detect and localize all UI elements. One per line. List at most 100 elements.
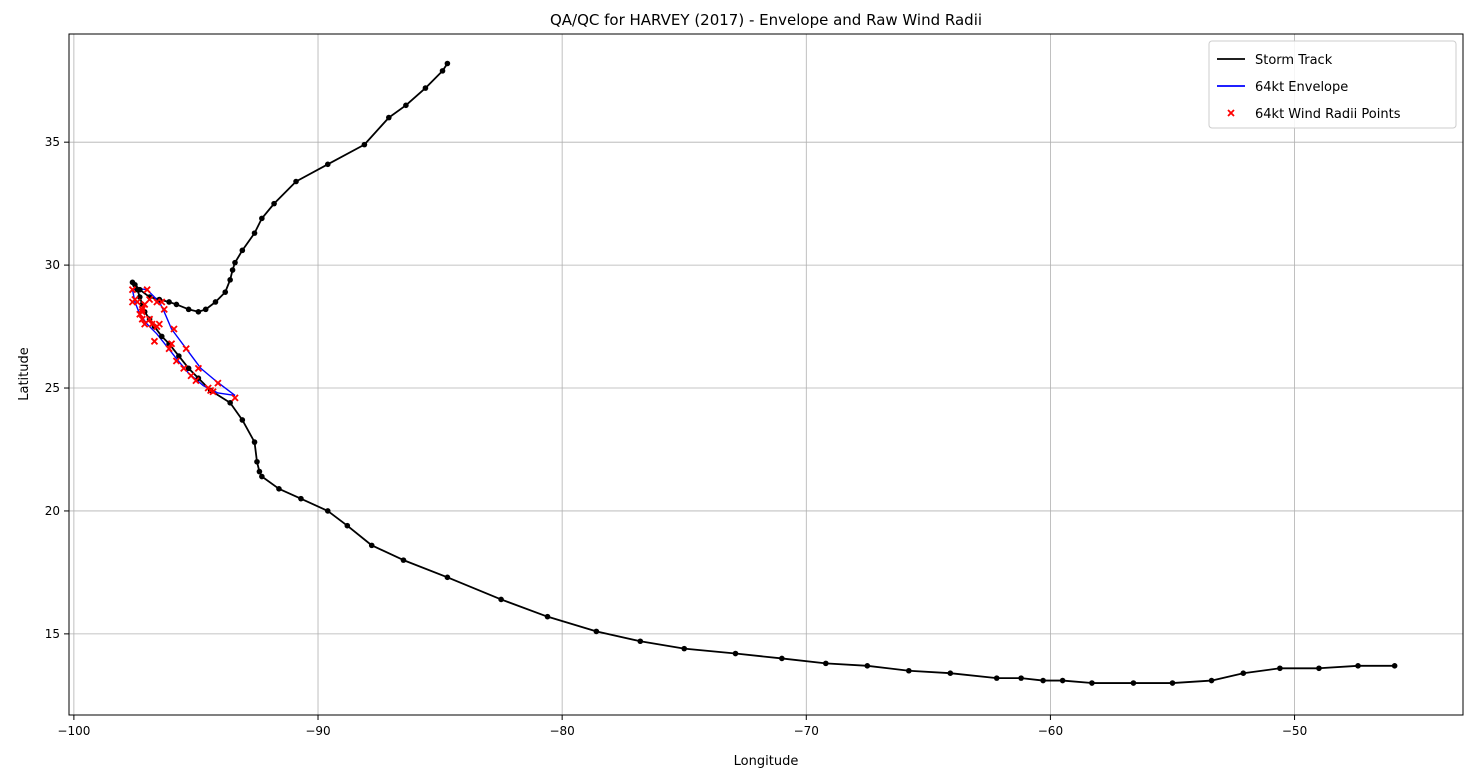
legend-label: Storm Track	[1255, 53, 1333, 68]
legend: Storm Track 64kt Envelope 64kt Wind Radii …	[1208, 40, 1457, 129]
storm-track-point	[368, 542, 375, 549]
storm-track-point	[222, 289, 229, 295]
storm-track-point	[444, 60, 451, 67]
storm-track-point	[864, 663, 871, 669]
wind-radii-point	[141, 320, 149, 328]
storm-track-point	[403, 102, 409, 109]
plot-series	[128, 60, 1398, 686]
storm-track-point	[681, 645, 688, 652]
y-tick-label: 25	[45, 381, 60, 395]
storm-track-point	[293, 178, 299, 185]
storm-track-point	[823, 660, 829, 667]
storm-track-point	[227, 277, 233, 283]
wind-radii-point	[150, 337, 159, 345]
y-tick-label: 15	[45, 627, 60, 641]
storm-track-point	[129, 279, 136, 286]
wind-radii-point	[153, 322, 161, 331]
storm-track-point	[298, 495, 304, 502]
x-tick-label: −60	[1038, 724, 1063, 738]
axes-frame	[68, 33, 1464, 716]
storm-track-point	[324, 161, 331, 168]
wind-radii-point	[160, 305, 168, 313]
y-tick-label: 35	[45, 135, 60, 149]
grid	[69, 34, 1463, 715]
storm-track-point	[544, 613, 551, 620]
storm-track-point	[444, 574, 451, 581]
wind-radii-point	[209, 388, 217, 396]
storm-track-point	[1018, 675, 1024, 681]
wind-radii-point	[143, 286, 151, 294]
storm-track-point	[1130, 680, 1137, 686]
x-tick-label: −80	[549, 724, 574, 738]
storm-track-point	[173, 301, 180, 308]
storm-track-point	[185, 306, 192, 313]
storm-track-point	[947, 670, 954, 677]
wind-radii-point	[172, 357, 181, 365]
storm-track-point	[906, 667, 912, 674]
storm-track-point	[229, 267, 236, 273]
wind-radii-point	[128, 298, 137, 306]
storm-track-point	[1059, 677, 1066, 684]
wind-radii-point	[128, 286, 137, 294]
storm-track-point	[254, 458, 260, 465]
storm-track-point	[176, 353, 182, 359]
y-tick-label: 30	[45, 258, 60, 272]
storm-track-point	[400, 557, 407, 563]
legend-box	[1208, 40, 1457, 129]
storm-track-point	[212, 299, 219, 305]
storm-track-point	[1355, 663, 1361, 669]
wind-radii-point	[138, 305, 146, 313]
wind-radii-point	[214, 379, 222, 387]
storm-track-point	[593, 628, 600, 635]
storm-track-point	[637, 638, 644, 645]
y-tick-label: 20	[45, 504, 60, 518]
storm-track-point	[324, 508, 331, 514]
storm-track-point	[1240, 670, 1247, 677]
storm-track-point	[202, 306, 209, 313]
storm-track-point	[239, 417, 246, 423]
chart-title: QA/QC for HARVEY (2017) - Envelope and R…	[550, 11, 982, 29]
storm-track-point	[1040, 677, 1046, 684]
storm-track-point	[1277, 665, 1283, 672]
wind-radii-point	[194, 364, 203, 372]
x-tick-label: −50	[1282, 724, 1307, 738]
storm-track-point	[386, 114, 392, 121]
storm-track-point	[256, 468, 263, 475]
storm-track-point	[195, 309, 202, 315]
wind-radii-point	[167, 340, 176, 348]
wind-radii-point	[141, 300, 149, 309]
y-axis-label: Latitude	[17, 347, 32, 401]
storm-track-point	[993, 675, 1000, 681]
storm-track-point	[732, 650, 739, 657]
wind-radii-point	[153, 298, 161, 306]
wind-radii-point	[231, 394, 239, 402]
wind-radii-point	[148, 320, 156, 328]
storm-track-point	[227, 399, 233, 406]
storm-track-point	[232, 259, 238, 266]
storm-track-point	[344, 522, 351, 529]
storm-track-point	[1169, 680, 1176, 686]
storm-track-point	[185, 365, 192, 372]
storm-track-point	[1316, 665, 1322, 672]
storm-track-point	[259, 473, 265, 480]
storm-track-point	[239, 247, 246, 254]
storm-track-point	[439, 68, 446, 74]
legend-label: 64kt Envelope	[1255, 80, 1348, 95]
storm-track-point	[361, 141, 368, 148]
wind-radii-point	[180, 364, 188, 372]
wind-radii-point	[182, 345, 190, 353]
storm-track-point	[251, 230, 258, 236]
wind-radii-point	[138, 315, 146, 323]
storm-track-point	[259, 215, 265, 222]
x-tick-label: −70	[794, 724, 819, 738]
x-axis: −100 −90 −80 −70 −60 −50	[57, 715, 1307, 738]
wind-radii-point	[136, 310, 144, 318]
storm-track-line	[131, 63, 1395, 684]
x-tick-label: −90	[305, 724, 330, 738]
storm-track-point	[136, 294, 143, 300]
storm-track-point	[271, 200, 277, 207]
x-tick-label: −100	[57, 724, 90, 738]
storm-track-point	[498, 596, 504, 603]
legend-marker-swatch	[1227, 109, 1235, 117]
